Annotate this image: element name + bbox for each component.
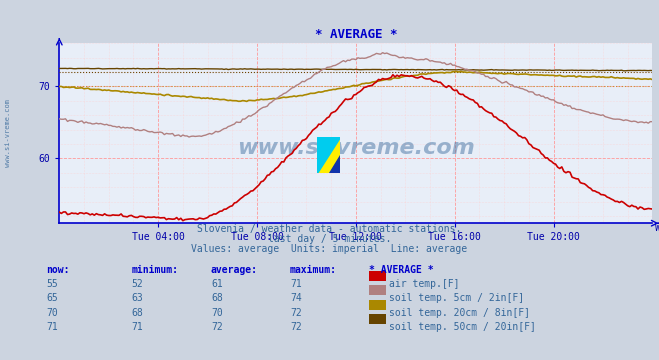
Text: 72: 72 [290, 308, 302, 318]
Text: 61: 61 [211, 279, 223, 289]
Text: 68: 68 [211, 293, 223, 303]
Text: average:: average: [211, 265, 258, 275]
Text: 74: 74 [290, 293, 302, 303]
Text: * AVERAGE *: * AVERAGE * [369, 265, 434, 275]
Text: 71: 71 [46, 322, 58, 332]
Text: Wed 00:00: Wed 00:00 [655, 223, 659, 233]
Text: 63: 63 [132, 293, 144, 303]
Text: minimum:: minimum: [132, 265, 179, 275]
Text: Slovenia / weather data - automatic stations.: Slovenia / weather data - automatic stat… [197, 224, 462, 234]
Text: 65: 65 [46, 293, 58, 303]
Text: 71: 71 [290, 279, 302, 289]
Text: soil temp. 50cm / 20in[F]: soil temp. 50cm / 20in[F] [389, 322, 536, 332]
Text: www.si-vreme.com: www.si-vreme.com [237, 138, 474, 158]
Text: 70: 70 [211, 308, 223, 318]
Text: soil temp. 20cm / 8in[F]: soil temp. 20cm / 8in[F] [389, 308, 530, 318]
Text: 55: 55 [46, 279, 58, 289]
Text: Values: average  Units: imperial  Line: average: Values: average Units: imperial Line: av… [191, 244, 468, 254]
Text: www.si-vreme.com: www.si-vreme.com [5, 99, 11, 167]
Text: 72: 72 [211, 322, 223, 332]
Text: now:: now: [46, 265, 70, 275]
Text: 52: 52 [132, 279, 144, 289]
Text: last day / 5 minutes.: last day / 5 minutes. [268, 234, 391, 244]
Text: soil temp. 5cm / 2in[F]: soil temp. 5cm / 2in[F] [389, 293, 524, 303]
Text: maximum:: maximum: [290, 265, 337, 275]
Text: 68: 68 [132, 308, 144, 318]
Text: air temp.[F]: air temp.[F] [389, 279, 459, 289]
Text: 71: 71 [132, 322, 144, 332]
Title: * AVERAGE *: * AVERAGE * [314, 28, 397, 41]
Text: 70: 70 [46, 308, 58, 318]
Text: 72: 72 [290, 322, 302, 332]
